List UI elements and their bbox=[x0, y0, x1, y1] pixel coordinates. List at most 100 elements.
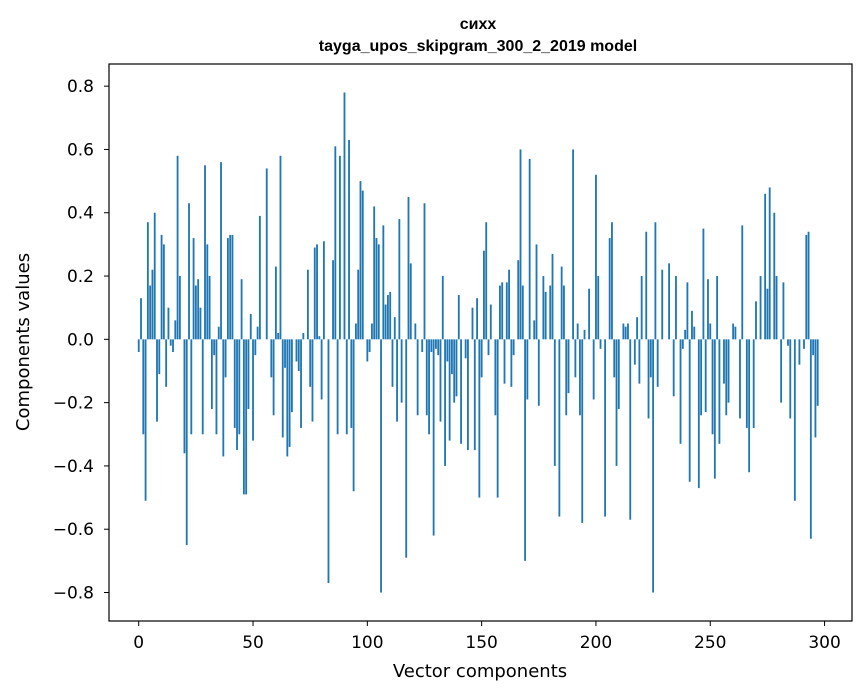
bar-96 bbox=[357, 269, 360, 340]
bar-292 bbox=[805, 234, 808, 340]
plot-frame bbox=[108, 63, 853, 622]
bar-289 bbox=[798, 339, 801, 365]
bar-7 bbox=[153, 212, 156, 340]
bar-92 bbox=[348, 139, 350, 340]
bar-122 bbox=[416, 339, 419, 416]
bar-130 bbox=[435, 339, 437, 349]
bar-141 bbox=[460, 339, 462, 444]
bar-215 bbox=[629, 339, 632, 520]
bar-241 bbox=[688, 339, 691, 482]
bar-275 bbox=[766, 288, 769, 340]
bar-272 bbox=[759, 276, 762, 340]
bar-270 bbox=[755, 301, 757, 340]
bar-101 bbox=[368, 339, 371, 352]
bar-190 bbox=[572, 149, 574, 340]
bar-209 bbox=[615, 339, 618, 466]
bar-5 bbox=[149, 285, 152, 340]
bar-182 bbox=[553, 339, 556, 466]
bar-32 bbox=[210, 339, 213, 409]
bar-181 bbox=[551, 253, 554, 340]
bar-204 bbox=[604, 339, 607, 517]
chart-title-line1: сихх bbox=[460, 16, 497, 33]
bar-67 bbox=[290, 339, 293, 413]
bar-132 bbox=[439, 339, 442, 422]
bar-225 bbox=[652, 339, 655, 593]
bar-48 bbox=[247, 339, 250, 409]
bar-0 bbox=[137, 339, 140, 352]
bar-167 bbox=[519, 149, 522, 340]
bar-77 bbox=[313, 247, 316, 340]
bar-33 bbox=[213, 339, 216, 356]
bar-25 bbox=[194, 285, 197, 340]
y-axis-label: Components values bbox=[13, 253, 34, 431]
x-tick-label: 0 bbox=[133, 633, 144, 653]
bar-18 bbox=[178, 276, 181, 340]
y-tick-label: −0.4 bbox=[53, 457, 94, 477]
y-tick-label: −0.8 bbox=[53, 584, 94, 604]
bar-238 bbox=[681, 339, 684, 349]
bar-52 bbox=[256, 326, 259, 340]
bar-125 bbox=[423, 203, 426, 340]
bar-87 bbox=[336, 339, 339, 435]
bar-257 bbox=[725, 339, 728, 416]
bar-153 bbox=[487, 339, 490, 356]
bar-293 bbox=[807, 231, 810, 340]
bar-70 bbox=[297, 339, 300, 371]
bar-72 bbox=[302, 333, 305, 340]
bar-159 bbox=[501, 282, 504, 340]
bar-156 bbox=[494, 339, 497, 416]
bar-187 bbox=[565, 339, 568, 416]
bar-266 bbox=[745, 339, 748, 428]
bar-146 bbox=[471, 307, 474, 340]
bar-177 bbox=[542, 276, 545, 340]
bar-69 bbox=[295, 339, 298, 362]
bar-296 bbox=[814, 339, 817, 438]
bar-31 bbox=[208, 276, 211, 340]
bar-151 bbox=[483, 250, 485, 340]
bar-119 bbox=[409, 263, 412, 340]
bar-254 bbox=[718, 339, 721, 444]
bar-237 bbox=[679, 339, 682, 444]
y-tick-label: −0.6 bbox=[53, 520, 94, 540]
bar-269 bbox=[752, 339, 755, 428]
bar-13 bbox=[167, 307, 170, 340]
x-axis-ticks: 0 50 100 150 200 250 300 bbox=[133, 621, 841, 653]
x-tick-label: 250 bbox=[694, 633, 726, 653]
bar-93 bbox=[350, 339, 353, 428]
bar-16 bbox=[174, 320, 177, 340]
x-tick-label: 300 bbox=[808, 633, 840, 653]
chart-title-line2: tayga_upos_skipgram_300_2_2019 model bbox=[319, 38, 637, 55]
bar-6 bbox=[151, 269, 154, 340]
bar-251 bbox=[711, 339, 714, 435]
bar-27 bbox=[199, 307, 202, 340]
bar-135 bbox=[446, 339, 449, 362]
bar-252 bbox=[713, 339, 716, 479]
bar-113 bbox=[396, 339, 398, 422]
y-tick-label: 0.0 bbox=[67, 330, 94, 350]
bar-220 bbox=[640, 276, 643, 340]
bar-94 bbox=[352, 339, 355, 492]
bar-109 bbox=[387, 295, 389, 340]
bar-245 bbox=[697, 339, 700, 489]
bar-74 bbox=[306, 269, 309, 340]
bar-36 bbox=[220, 162, 222, 340]
bar-164 bbox=[512, 339, 515, 356]
bar-49 bbox=[249, 314, 252, 340]
bar-10 bbox=[160, 234, 163, 340]
bar-263 bbox=[739, 339, 741, 419]
bar-80 bbox=[320, 339, 323, 400]
bar-56 bbox=[265, 168, 268, 340]
bar-140 bbox=[457, 295, 460, 340]
bar-12 bbox=[165, 339, 168, 387]
bar-163 bbox=[510, 339, 513, 387]
bar-218 bbox=[636, 317, 639, 340]
bar-35 bbox=[217, 326, 220, 340]
bar-62 bbox=[279, 155, 282, 340]
bar-193 bbox=[579, 339, 581, 416]
bar-53 bbox=[258, 215, 261, 340]
bar-297 bbox=[816, 339, 819, 406]
bar-235 bbox=[675, 276, 677, 340]
bar-47 bbox=[245, 339, 248, 495]
bar-267 bbox=[748, 339, 751, 473]
y-axis-ticks: −0.8 −0.6 −0.4 −0.2 0.0 0.2 0.4 0.6 0.8 bbox=[53, 77, 109, 604]
